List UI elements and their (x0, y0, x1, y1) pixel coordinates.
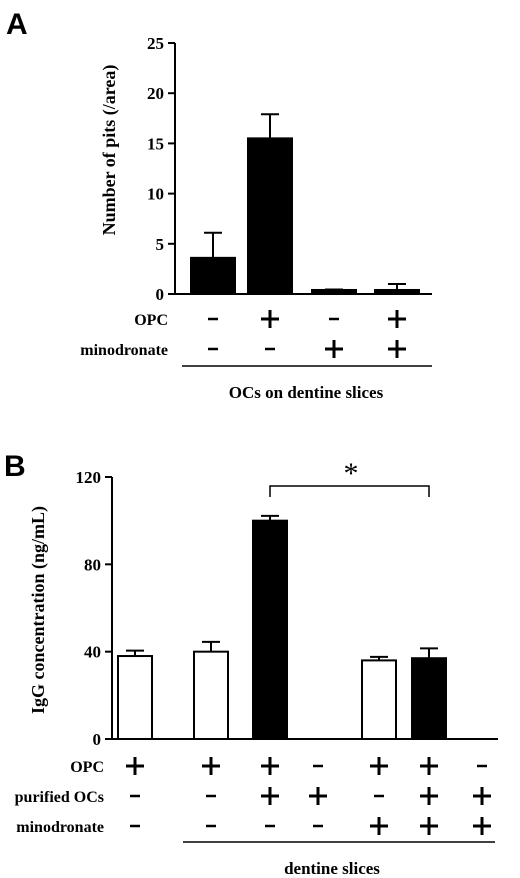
plus-sign (261, 787, 279, 805)
error-bar (261, 113, 279, 139)
bar (193, 650, 229, 741)
error-bar (202, 640, 220, 652)
chart-b-group-label: dentine slices (284, 859, 380, 878)
plus-sign (388, 310, 406, 328)
error-bar (126, 649, 144, 657)
plus-sign (473, 787, 491, 805)
bar (311, 288, 357, 296)
y-tick-label: 40 (84, 643, 101, 662)
y-tick-label: 0 (156, 285, 165, 304)
chart-b-error-bars (126, 514, 438, 661)
y-tick-label: 15 (147, 134, 164, 153)
chart-a-ticks: 0 5 10 15 20 25 (147, 34, 175, 304)
plus-sign (261, 757, 279, 775)
bar (190, 256, 236, 295)
plus-sign (370, 757, 388, 775)
bar (411, 657, 447, 741)
chart-b: IgG concentration (ng/mL) 0 40 80 120 * OPC… (15, 457, 498, 878)
plus-sign (325, 340, 343, 358)
plus-sign (309, 787, 327, 805)
plus-sign (370, 817, 388, 835)
plus-sign (473, 817, 491, 835)
plus-sign (202, 757, 220, 775)
plus-sign (420, 757, 438, 775)
condition-label: minodronate (16, 819, 104, 836)
panel-a-letter: A (6, 8, 28, 41)
error-bar (261, 514, 279, 521)
panel-b-letter: B (4, 450, 26, 483)
chart-b-ticks: 0 40 80 120 (76, 468, 112, 749)
plus-sign (420, 817, 438, 835)
chart-a-bars (190, 137, 420, 296)
y-tick-label: 10 (147, 185, 164, 204)
y-tick-label: 80 (84, 555, 101, 574)
error-bar (370, 655, 388, 661)
error-bar (325, 288, 343, 291)
chart-a: Number of pits (/area) 0 5 10 15 20 25 OPC min… (80, 34, 432, 402)
plus-sign (420, 787, 438, 805)
y-tick-label: 5 (156, 235, 165, 254)
chart-b-bars (117, 519, 447, 741)
chart-a-error-bars (204, 113, 406, 291)
bar (361, 659, 397, 741)
error-bar (420, 647, 438, 659)
y-tick-label: 0 (93, 730, 102, 749)
plus-sign (388, 340, 406, 358)
condition-label: minodronate (80, 342, 168, 359)
chart-a-condition-table: OPC minodronate (80, 310, 406, 359)
chart-b-condition-table: OPC purified OCs minodronate (15, 757, 491, 836)
error-bar (204, 231, 222, 258)
chart-b-significance-star: * (344, 457, 359, 490)
y-tick-label: 120 (76, 468, 102, 487)
chart-b-significance-bracket (269, 485, 430, 497)
chart-a-y-axis-label: Number of pits (/area) (99, 65, 120, 236)
chart-b-y-axis-label: IgG concentration (ng/mL) (28, 506, 49, 714)
y-tick-label: 20 (147, 84, 164, 103)
condition-label: OPC (134, 312, 168, 329)
bar (252, 519, 288, 741)
bar (374, 288, 420, 296)
chart-a-group-label: OCs on dentine slices (229, 383, 384, 402)
y-tick-label: 25 (147, 34, 164, 53)
bar (117, 655, 153, 740)
bar (247, 137, 293, 295)
plus-sign (126, 757, 144, 775)
condition-label: OPC (70, 759, 104, 776)
plus-sign (261, 310, 279, 328)
condition-label: purified OCs (15, 789, 104, 806)
error-bar (388, 282, 406, 290)
